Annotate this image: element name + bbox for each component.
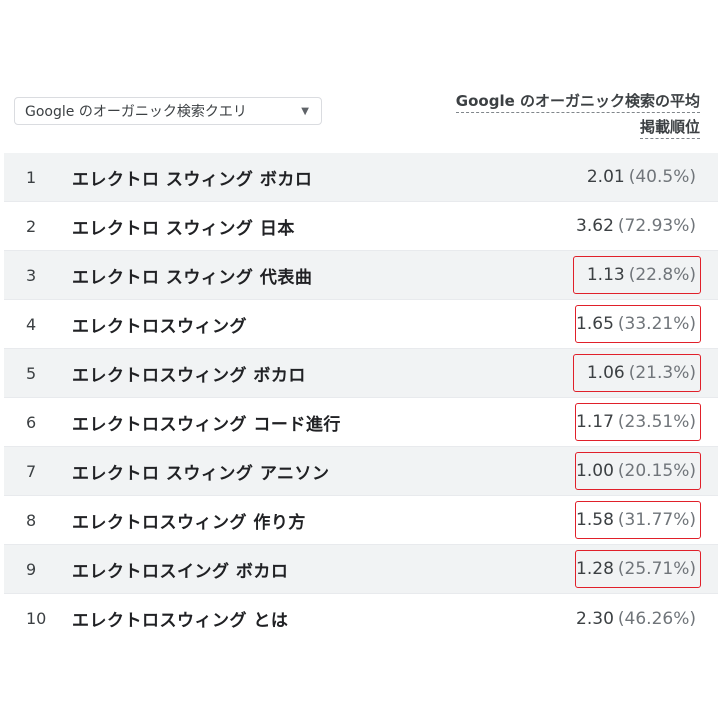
table-row[interactable]: 6 エレクトロスウィング コード進行 1.17 (23.51%)	[4, 398, 718, 447]
metric-percent: (40.5%)	[628, 167, 696, 187]
red-highlight-box	[575, 403, 701, 441]
row-index: 2	[26, 216, 37, 236]
table-row[interactable]: 3 エレクトロ スウィング 代表曲 1.13 (22.8%)	[4, 251, 718, 300]
metric-cell: 1.00 (20.15%)	[576, 461, 718, 481]
query-link[interactable]: エレクトロスウィング ボカロ	[72, 365, 306, 386]
row-index: 4	[26, 314, 37, 334]
query-link[interactable]: エレクトロスウィング コード進行	[72, 414, 341, 435]
row-index: 6	[26, 412, 37, 432]
table-row[interactable]: 10 エレクトロスウィング とは 2.30 (46.26%)	[4, 594, 718, 643]
metric-percent: (21.3%)	[628, 363, 696, 383]
metric-value: 1.00	[576, 461, 614, 481]
table-row[interactable]: 1 エレクトロ スウィング ボカロ 2.01 (40.5%)	[4, 153, 718, 202]
metric-cell: 1.28 (25.71%)	[576, 559, 718, 579]
metric-value: 2.30	[576, 608, 614, 629]
row-index: 8	[26, 510, 37, 530]
metric-cell: 1.06 (21.3%)	[587, 363, 718, 383]
metric-value: 1.06	[586, 363, 625, 383]
metric-percent: (20.15%)	[617, 461, 696, 481]
metric-cell: 1.65 (33.21%)	[576, 314, 718, 334]
row-index: 1	[26, 167, 37, 187]
metric-column-header[interactable]: Google のオーガニック検索の平均 掲載順位	[400, 88, 700, 140]
table-row[interactable]: 8 エレクトロスウィング 作り方 1.58 (31.77%)	[4, 496, 718, 545]
metric-cell: 1.58 (31.77%)	[576, 510, 718, 530]
metric-value: 3.62	[576, 216, 614, 236]
dimension-select[interactable]: Google のオーガニック検索クエリ ▼	[14, 97, 322, 125]
query-link[interactable]: エレクトロ スウィング 日本	[72, 218, 295, 239]
red-highlight-box	[575, 550, 701, 588]
metric-value: 1.13	[586, 265, 625, 285]
metric-value: 1.17	[576, 412, 614, 432]
row-index: 5	[26, 363, 37, 383]
table-row[interactable]: 4 エレクトロスウィング 1.65 (33.21%)	[4, 300, 718, 349]
query-link[interactable]: エレクトロ スウィング ボカロ	[72, 169, 313, 190]
metric-value: 1.58	[576, 510, 614, 530]
metric-percent: (31.77%)	[617, 510, 696, 530]
red-highlight-box	[573, 354, 701, 392]
red-highlight-box	[575, 501, 701, 539]
metric-cell: 3.62 (72.93%)	[576, 216, 718, 236]
table-row[interactable]: 9 エレクトロスイング ボカロ 1.28 (25.71%)	[4, 545, 718, 594]
table-row[interactable]: 2 エレクトロ スウィング 日本 3.62 (72.93%)	[4, 202, 718, 251]
red-highlight-box	[573, 256, 701, 294]
table-row[interactable]: 7 エレクトロ スウィング アニソン 1.00 (20.15%)	[4, 447, 718, 496]
query-table: 1 エレクトロ スウィング ボカロ 2.01 (40.5%) 2 エレクトロ スウィング …	[4, 153, 718, 643]
metric-value: 2.01	[586, 167, 625, 187]
row-index: 9	[26, 559, 37, 579]
metric-percent: (46.26%)	[617, 608, 696, 629]
metric-header-line1: Google のオーガニック検索の平均	[455, 92, 700, 113]
metric-header-line2: 掲載順位	[639, 118, 700, 139]
metric-cell: 1.13 (22.8%)	[587, 265, 718, 285]
metric-value: 1.65	[576, 314, 614, 334]
query-link[interactable]: エレクトロ スウィング アニソン	[72, 463, 330, 484]
metric-cell: 2.01 (40.5%)	[587, 167, 718, 187]
dimension-select-label: Google のオーガニック検索クエリ	[25, 104, 247, 120]
metric-percent: (23.51%)	[617, 412, 696, 432]
red-highlight-box	[575, 452, 701, 490]
chevron-down-icon: ▼	[301, 105, 309, 117]
query-link[interactable]: エレクトロスウィング 作り方	[72, 512, 306, 533]
metric-cell: 1.17 (23.51%)	[576, 412, 718, 432]
query-link[interactable]: エレクトロ スウィング 代表曲	[72, 267, 313, 288]
metric-value: 1.28	[576, 559, 614, 579]
red-highlight-box	[575, 305, 701, 343]
metric-percent: (72.93%)	[617, 216, 696, 236]
metric-percent: (25.71%)	[617, 559, 696, 579]
metric-percent: (33.21%)	[617, 314, 696, 334]
row-index: 7	[26, 461, 37, 481]
metric-cell: 2.30 (46.26%)	[576, 609, 718, 629]
row-index: 10	[26, 609, 47, 628]
query-link[interactable]: エレクトロスイング ボカロ	[72, 561, 289, 582]
table-row[interactable]: 5 エレクトロスウィング ボカロ 1.06 (21.3%)	[4, 349, 718, 398]
query-link[interactable]: エレクトロスウィング とは	[72, 611, 289, 631]
row-index: 3	[26, 265, 37, 285]
query-link[interactable]: エレクトロスウィング	[72, 316, 247, 337]
metric-percent: (22.8%)	[628, 265, 696, 285]
